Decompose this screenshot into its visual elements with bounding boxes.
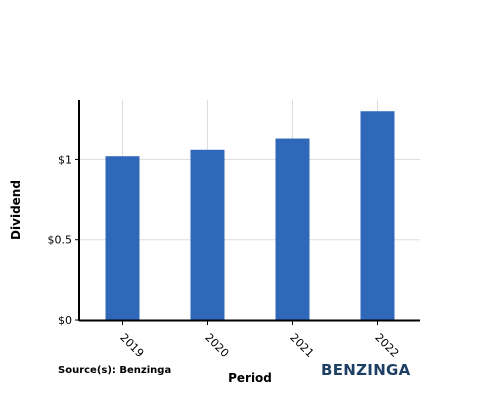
bar-2021	[275, 138, 310, 320]
bar-2020	[190, 149, 225, 320]
y-axis-title: Dividend	[9, 180, 23, 240]
source-label: Source(s): Benzinga	[58, 365, 171, 376]
bars	[105, 111, 395, 320]
benzinga-logo: BENZINGA	[321, 361, 411, 379]
y-tick-label: $1	[58, 153, 72, 166]
x-tick-label: 2019	[117, 331, 146, 360]
y-tick-label: $0.5	[48, 234, 73, 247]
bar-2019	[105, 156, 140, 320]
y-tick-label: $0	[58, 314, 72, 327]
x-tick-label: 2022	[372, 331, 401, 360]
axes	[78, 100, 420, 322]
x-tick-label: 2021	[287, 331, 316, 360]
x-tick-label: 2020	[202, 331, 231, 360]
x-axis-title: Period	[228, 371, 272, 385]
bar-2022	[360, 111, 395, 320]
